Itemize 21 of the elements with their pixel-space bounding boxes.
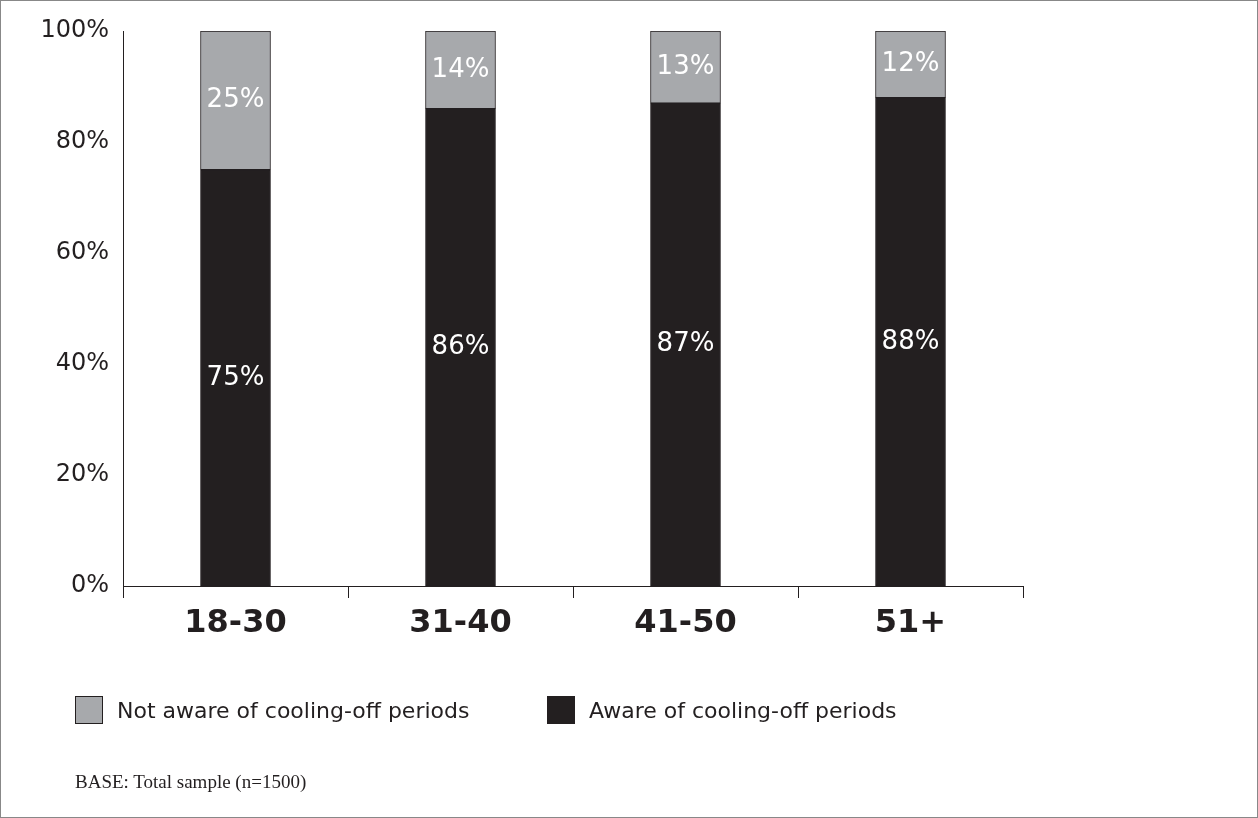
y-tick-label: 40% — [55, 348, 109, 377]
x-tick-label: 51+ — [874, 601, 947, 640]
data-label: 88% — [881, 324, 940, 355]
data-label: 13% — [656, 49, 715, 80]
data-label: 14% — [431, 52, 490, 83]
data-label: 86% — [431, 330, 490, 361]
y-tick-label: 20% — [55, 459, 109, 488]
legend-label: Aware of cooling-off periods — [589, 697, 897, 723]
y-tick-label: 80% — [55, 126, 109, 155]
y-tick-label: 60% — [55, 237, 109, 266]
data-label: 25% — [206, 83, 265, 114]
x-tick-label: 41-50 — [634, 601, 737, 640]
legend-label: Not aware of cooling-off periods — [117, 697, 470, 723]
y-tick-label: 100% — [40, 15, 109, 44]
y-tick-label: 0% — [70, 570, 109, 599]
x-tick-label: 31-40 — [409, 601, 512, 640]
data-label: 87% — [656, 327, 715, 358]
data-label: 75% — [206, 360, 265, 391]
data-label: 12% — [881, 47, 940, 78]
x-tick-label: 18-30 — [184, 601, 287, 640]
text: BASE: Total sample (n=1500) — [75, 771, 307, 793]
